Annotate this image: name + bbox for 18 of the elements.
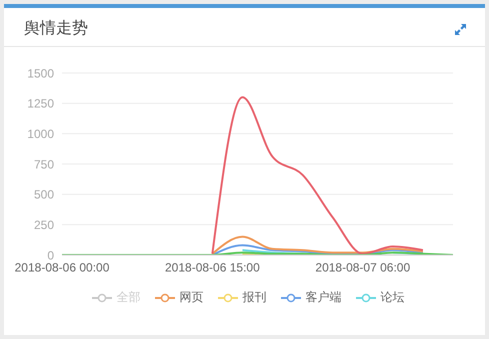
legend-label: 网页 xyxy=(180,289,204,306)
y-tick-label: 1250 xyxy=(27,96,54,111)
legend-label: 报刊 xyxy=(242,289,266,306)
y-tick-label: 1500 xyxy=(27,66,54,80)
y-tick-label: 500 xyxy=(34,188,54,202)
x-tick-label: 2018-08-07 06:00 xyxy=(315,260,410,275)
x-tick-label: 2018-08-06 00:00 xyxy=(14,260,110,275)
line-series xyxy=(211,96,424,255)
chart-title: 舆情走势 xyxy=(24,18,88,39)
y-tick-label: 750 xyxy=(34,157,54,172)
line-series xyxy=(211,244,424,255)
y-tick-label: 0 xyxy=(47,248,54,262)
y-tick-label: 1000 xyxy=(27,126,54,141)
legend-label: 客户端 xyxy=(306,289,342,306)
x-tick-label: 2018-08-06 15:00 xyxy=(165,260,260,275)
line-series xyxy=(211,236,424,255)
y-tick-label: 250 xyxy=(34,218,54,232)
legend-label: 论坛 xyxy=(380,289,404,306)
